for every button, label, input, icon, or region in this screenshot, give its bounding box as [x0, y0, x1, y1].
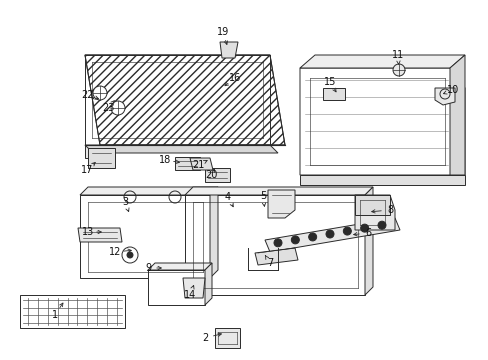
- Polygon shape: [190, 158, 213, 170]
- Text: 22: 22: [81, 90, 94, 100]
- Polygon shape: [354, 195, 394, 230]
- Polygon shape: [299, 55, 464, 68]
- Polygon shape: [88, 148, 115, 168]
- Polygon shape: [78, 228, 122, 242]
- Text: 21: 21: [191, 160, 204, 170]
- Text: 11: 11: [391, 50, 403, 60]
- Circle shape: [360, 224, 368, 232]
- Polygon shape: [148, 270, 204, 305]
- Circle shape: [392, 64, 404, 76]
- Text: 16: 16: [228, 73, 241, 83]
- Text: 19: 19: [217, 27, 229, 37]
- Text: 23: 23: [102, 103, 114, 113]
- Circle shape: [343, 227, 350, 235]
- Polygon shape: [184, 187, 372, 195]
- Polygon shape: [434, 88, 454, 105]
- Polygon shape: [264, 218, 399, 252]
- Polygon shape: [364, 187, 372, 295]
- Circle shape: [377, 221, 385, 229]
- Polygon shape: [85, 145, 278, 153]
- Text: 18: 18: [159, 155, 171, 165]
- Text: 1: 1: [52, 310, 58, 320]
- Polygon shape: [204, 263, 212, 305]
- Text: 5: 5: [259, 191, 265, 201]
- Text: 2: 2: [202, 333, 208, 343]
- Circle shape: [273, 239, 282, 247]
- Text: 7: 7: [266, 258, 273, 268]
- Polygon shape: [175, 157, 200, 170]
- Circle shape: [93, 86, 107, 100]
- Polygon shape: [80, 187, 218, 195]
- Polygon shape: [85, 55, 285, 145]
- Text: 12: 12: [109, 247, 121, 257]
- Text: 9: 9: [144, 263, 151, 273]
- Text: 13: 13: [81, 227, 94, 237]
- Polygon shape: [184, 195, 364, 295]
- Circle shape: [308, 233, 316, 241]
- Polygon shape: [254, 248, 297, 265]
- Circle shape: [111, 101, 125, 115]
- Polygon shape: [267, 190, 294, 218]
- Polygon shape: [85, 145, 100, 158]
- Polygon shape: [299, 175, 464, 185]
- Polygon shape: [148, 263, 212, 270]
- Text: 20: 20: [204, 170, 217, 180]
- Circle shape: [325, 230, 333, 238]
- Circle shape: [127, 252, 133, 258]
- Polygon shape: [354, 195, 389, 215]
- Text: 8: 8: [386, 205, 392, 215]
- Polygon shape: [220, 42, 238, 58]
- Polygon shape: [80, 195, 209, 278]
- Text: 10: 10: [446, 85, 458, 95]
- Polygon shape: [449, 55, 464, 175]
- Polygon shape: [323, 88, 345, 100]
- Text: 6: 6: [364, 228, 370, 238]
- Text: 17: 17: [81, 165, 93, 175]
- Polygon shape: [299, 68, 464, 175]
- Text: 4: 4: [224, 192, 231, 202]
- Text: 14: 14: [183, 290, 196, 300]
- Text: 15: 15: [323, 77, 336, 87]
- Polygon shape: [183, 278, 204, 298]
- Polygon shape: [215, 328, 240, 348]
- Polygon shape: [20, 295, 125, 328]
- Text: 3: 3: [122, 197, 128, 207]
- Circle shape: [291, 236, 299, 244]
- Polygon shape: [209, 187, 218, 278]
- Polygon shape: [204, 168, 229, 182]
